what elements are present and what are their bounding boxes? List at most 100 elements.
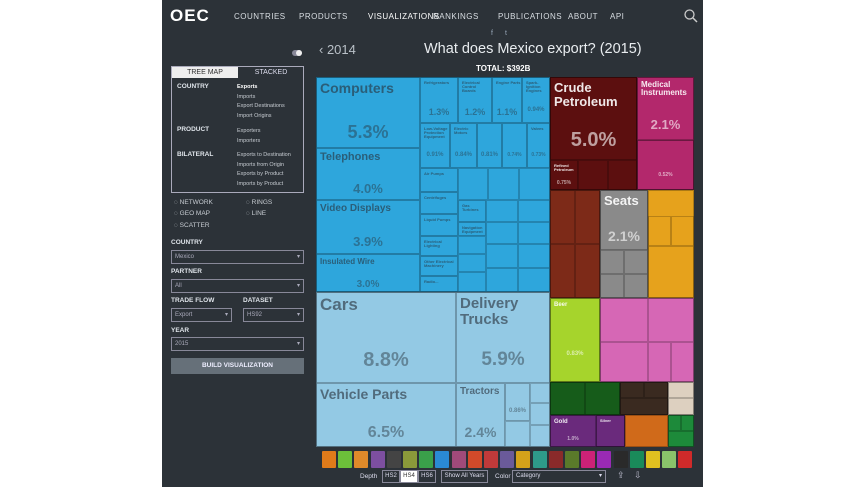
nav-link[interactable]: PRODUCTS — [299, 12, 348, 21]
treemap-tile[interactable]: Liquid Pumps — [420, 214, 458, 236]
category-icon[interactable] — [629, 451, 644, 468]
viz-option[interactable]: ◌ RINGS — [246, 199, 273, 206]
dataset-select[interactable]: HS92 — [243, 308, 304, 322]
nav-link[interactable]: COUNTRIES — [234, 12, 286, 21]
nav-link[interactable]: VISUALIZATIONS — [368, 12, 440, 21]
category-icon[interactable] — [613, 451, 628, 468]
toggle[interactable] — [292, 50, 302, 56]
category-icon[interactable] — [419, 451, 434, 468]
menu-item[interactable]: Imports — [237, 94, 256, 100]
treemap-tile[interactable]: Seats 2.1% — [600, 190, 648, 250]
category-icon[interactable] — [565, 451, 579, 468]
viz-option[interactable]: ◌ LINE — [246, 210, 267, 217]
category-icon[interactable] — [581, 451, 596, 468]
partner-select[interactable]: All — [171, 279, 304, 293]
prev-year[interactable]: ‹ 2014 — [319, 42, 356, 57]
menu-item[interactable]: Importers — [237, 138, 261, 144]
treemap-tile[interactable]: Video Displays 3.9% — [316, 200, 420, 254]
treemap-tile[interactable]: Gold 1.0% — [550, 415, 596, 447]
category-icon[interactable] — [435, 451, 450, 468]
category-icon[interactable] — [354, 451, 369, 468]
viz-option[interactable]: ◌ NETWORK — [174, 199, 213, 206]
treemap-tile[interactable]: Crude Petroleum 5.0% — [550, 77, 637, 160]
treemap-tile[interactable]: Cars 8.8% — [316, 292, 456, 383]
treemap-tile[interactable]: 0.81% — [477, 123, 502, 168]
nav-link[interactable]: ABOUT — [568, 12, 599, 21]
category-icon[interactable] — [370, 451, 385, 468]
category-icon[interactable] — [597, 451, 612, 468]
treemap-tile[interactable]: Engine Parts 1.1% — [492, 77, 522, 123]
viz-option[interactable]: ◌ SCATTER — [174, 222, 210, 229]
category-icon[interactable] — [662, 451, 677, 468]
nav-link[interactable]: PUBLICATIONS — [498, 12, 563, 21]
nav-link[interactable]: RANKINGS — [433, 12, 479, 21]
treemap-tile[interactable]: Navigation Equipment — [458, 222, 486, 236]
menu-item[interactable]: Exports to Destination — [237, 152, 291, 158]
treemap-tile[interactable]: 0.86% — [505, 383, 530, 421]
treemap-tile[interactable]: Low-Voltage Protection Equipment 0.91% — [420, 123, 450, 168]
treemap-tile[interactable]: Vehicle Parts 6.5% — [316, 383, 456, 447]
category-icon[interactable] — [467, 451, 482, 468]
treemap-tile[interactable]: Gas Turbines — [458, 200, 486, 222]
download-icon[interactable]: ⇩ — [634, 470, 642, 480]
logo[interactable]: OEC — [170, 6, 210, 25]
share-facebook[interactable]: f — [491, 30, 493, 37]
depth-button[interactable]: HS2 — [382, 470, 400, 483]
year-select[interactable]: 2015 — [171, 337, 304, 351]
treemap-tile[interactable]: Electrical Control Boards 1.2% — [458, 77, 492, 123]
treemap-tile[interactable]: Refined Petroleum 0.75% — [550, 160, 578, 190]
treemap-tile[interactable]: Beer 0.83% — [550, 298, 600, 382]
share-twitter[interactable]: t — [505, 30, 507, 37]
treemap-tile[interactable]: Spark-Ignition Engines 0.94% — [522, 77, 550, 123]
treemap-tile[interactable]: Refrigerators 1.3% — [420, 77, 458, 123]
menu-item[interactable]: Export Destinations — [237, 103, 285, 109]
treemap-tile[interactable]: Electrical Lighting — [420, 236, 458, 256]
country-select[interactable]: Mexico — [171, 250, 304, 264]
menu-item[interactable]: Import Origins — [237, 113, 272, 119]
treemap-tile[interactable]: Centrifuges — [420, 192, 458, 214]
category-icon[interactable] — [484, 451, 498, 468]
treemap-tile[interactable]: Electric Motors 0.84% — [450, 123, 477, 168]
search-icon[interactable] — [684, 9, 698, 23]
build-button[interactable]: BUILD VISUALIZATION — [171, 358, 304, 374]
category-icon[interactable] — [386, 451, 401, 468]
depth-button[interactable]: HS6 — [418, 470, 436, 483]
depth-button[interactable]: HS4 — [400, 470, 418, 483]
category-icon[interactable] — [516, 451, 531, 468]
treemap-tile[interactable]: Insulated Wire 3.0% — [316, 254, 420, 292]
category-icon[interactable] — [646, 451, 660, 468]
treemap-tile[interactable]: Radio... — [420, 276, 458, 292]
treemap-tile[interactable]: Tractors 2.4% — [456, 383, 505, 447]
treemap-tile[interactable]: Silver — [596, 415, 625, 447]
category-icon[interactable] — [403, 451, 417, 468]
menu-item[interactable]: Exports — [237, 84, 258, 90]
category-icon[interactable] — [322, 451, 336, 468]
treemap-tile[interactable]: Delivery Trucks 5.9% — [456, 292, 550, 383]
treemap-tile[interactable]: Telephones 4.0% — [316, 148, 420, 200]
category-icon[interactable] — [500, 451, 515, 468]
color-select[interactable]: Category — [512, 470, 606, 483]
share-icon[interactable]: ⇪ — [617, 470, 625, 480]
trade-flow-select[interactable]: Export — [171, 308, 232, 322]
treemap-tile[interactable]: Medical Instruments 2.1% — [637, 77, 694, 140]
menu-item[interactable]: Imports from Origin — [237, 162, 285, 168]
tab-treemap[interactable]: TREE MAP — [172, 67, 238, 78]
years-button[interactable]: Show All Years — [441, 470, 488, 483]
treemap-tile[interactable]: Computers 5.3% — [316, 77, 420, 148]
category-icon[interactable] — [548, 451, 563, 468]
category-icon[interactable] — [678, 451, 693, 468]
menu-item[interactable]: Exporters — [237, 128, 261, 134]
viz-option[interactable]: ◌ GEO MAP — [174, 210, 211, 217]
treemap-tile[interactable]: 0.52% — [637, 140, 694, 190]
category-icon[interactable] — [338, 451, 353, 468]
treemap-tile[interactable]: Air Pumps — [420, 168, 458, 192]
treemap-tile[interactable]: Other Electrical Machinery — [420, 256, 458, 276]
treemap-tile[interactable]: Valves 0.73% — [527, 123, 550, 168]
tab-stacked[interactable]: STACKED — [254, 69, 288, 76]
category-icon[interactable] — [532, 451, 547, 468]
treemap-tile[interactable]: 0.74% — [502, 123, 527, 168]
category-icon[interactable] — [451, 451, 466, 468]
nav-link[interactable]: API — [610, 12, 625, 21]
menu-item[interactable]: Exports by Product — [237, 171, 284, 177]
menu-item[interactable]: Imports by Product — [237, 181, 284, 187]
